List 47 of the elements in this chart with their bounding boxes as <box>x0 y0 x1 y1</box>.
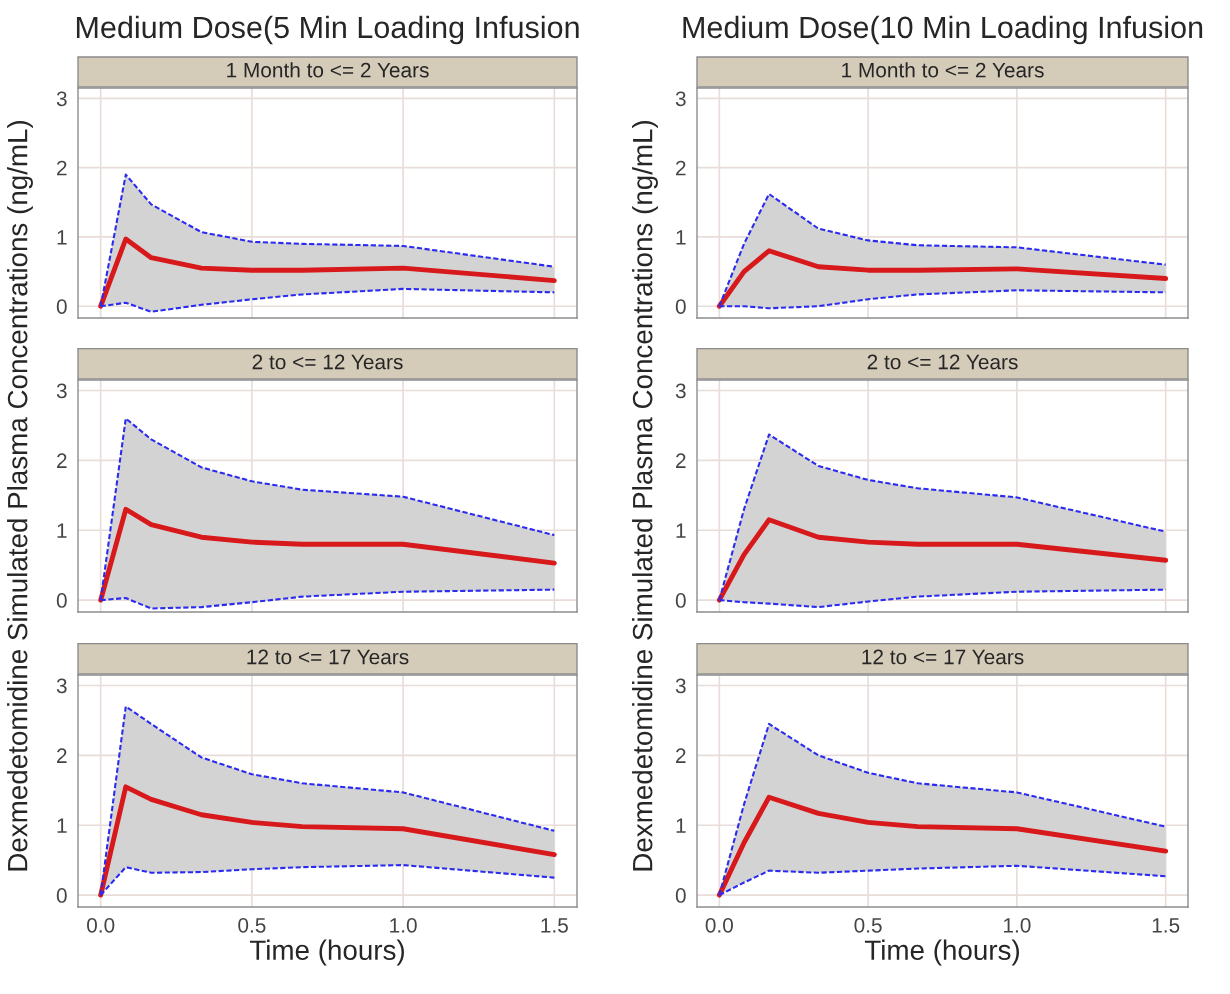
y-axis-title: Dexmedetomidine Simulated Plasma Concentrations (ng/mL) <box>632 120 658 871</box>
chart-subtitle: Medium Dose(10 Min Loading Infusion <box>683 15 1203 45</box>
y-tick-label: 2 <box>57 748 67 763</box>
x-tick-label: 1.0 <box>1004 917 1031 933</box>
y-tick-label: 1 <box>57 818 67 833</box>
y-tick-label: 1 <box>676 230 686 245</box>
y-tick-label: 0 <box>675 593 686 608</box>
x-tick-label: 0.0 <box>705 917 733 933</box>
y-tick-label: 3 <box>675 91 686 107</box>
x-tick-label: 1.0 <box>390 917 417 933</box>
y-tick-label: 1 <box>57 523 67 538</box>
y-tick-label: 3 <box>56 91 67 107</box>
y-tick-label: 0 <box>56 888 67 903</box>
y-tick-label: 2 <box>57 160 67 176</box>
y-tick-label: 0 <box>675 888 686 903</box>
x-tick-label: 0.5 <box>854 917 882 933</box>
y-tick-label: 2 <box>57 453 67 468</box>
y-tick-label: 0 <box>56 593 67 608</box>
x-axis-title: Time (hours) <box>249 939 404 966</box>
y-tick-label: 2 <box>676 160 686 176</box>
y-tick-label: 3 <box>56 678 67 694</box>
line-series <box>98 236 557 309</box>
x-tick-label: 0.5 <box>238 917 266 933</box>
y-axis-title: Dexmedetomidine Simulated Plasma Concentrations (ng/mL) <box>7 120 33 871</box>
y-tick-label: 2 <box>676 453 686 468</box>
y-tick-label: 3 <box>675 678 686 694</box>
chart-title: 2 to <= 12 Years <box>867 354 1018 370</box>
y-tick-label: 1 <box>676 523 686 538</box>
chart-title: 2 to <= 12 Years <box>252 354 403 370</box>
y-tick-label: 0 <box>675 299 686 314</box>
x-tick-label: 1.5 <box>1152 918 1180 933</box>
y-tick-label: 1 <box>676 818 686 833</box>
chart-title: 1 Month to <= 2 Years <box>842 62 1044 78</box>
chart-subtitle: Medium Dose(5 Min Loading Infusion <box>76 15 579 45</box>
chart-title: 12 to <= 17 Years <box>862 649 1024 665</box>
x-axis-title: Time (hours) <box>864 939 1019 966</box>
chart-title: 12 to <= 17 Years <box>247 649 409 665</box>
x-tick-label: 1.5 <box>541 918 568 933</box>
y-tick-label: 3 <box>56 383 67 399</box>
y-tick-label: 3 <box>675 383 686 399</box>
line-series <box>716 517 1169 603</box>
line-series <box>98 506 557 603</box>
x-tick-label: 0.0 <box>87 917 115 933</box>
y-tick-label: 2 <box>676 748 686 763</box>
chart-title: 1 Month to <= 2 Years <box>227 62 429 78</box>
y-tick-label: 1 <box>57 230 67 245</box>
y-tick-label: 0 <box>56 299 67 314</box>
